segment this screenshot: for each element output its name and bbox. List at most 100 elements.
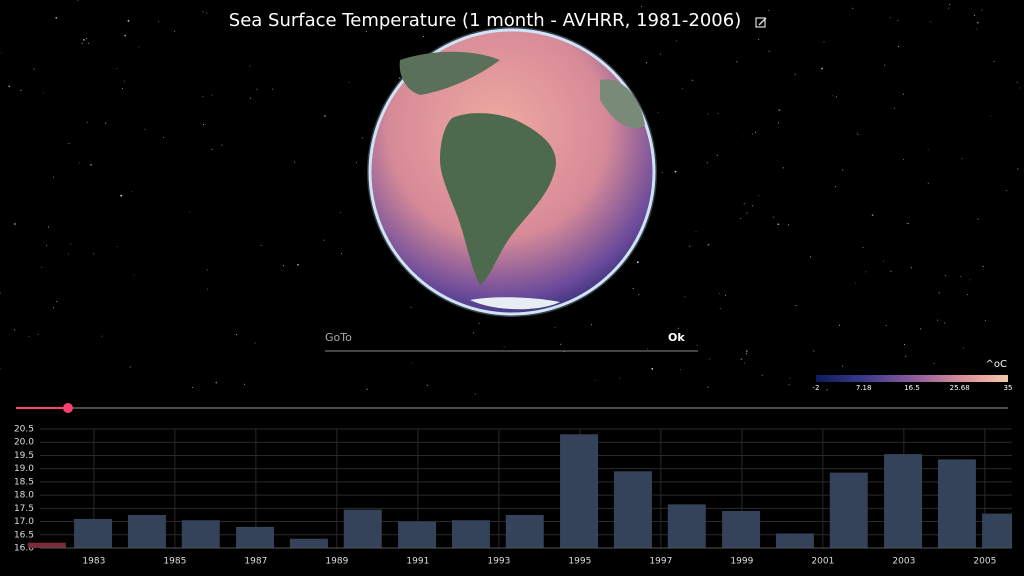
star: [930, 21, 932, 23]
bar: [181, 520, 220, 548]
colorbar-unit: ^oC: [986, 359, 1007, 370]
goto-placeholder: GoTo: [325, 331, 352, 344]
star: [865, 271, 867, 273]
star: [681, 88, 683, 90]
star: [88, 42, 90, 44]
star: [554, 327, 556, 329]
star: [638, 294, 640, 296]
star: [684, 296, 686, 298]
star: [37, 333, 39, 335]
x-tick-label: 1985: [163, 557, 186, 567]
bar: [775, 533, 814, 548]
star: [961, 158, 963, 160]
x-tick-label: 2001: [811, 557, 834, 567]
star: [985, 319, 987, 321]
star: [714, 21, 716, 23]
star: [28, 335, 30, 337]
star: [838, 324, 840, 326]
star: [883, 260, 885, 262]
star: [676, 40, 678, 42]
star: [960, 276, 962, 278]
star: [41, 266, 43, 268]
star: [206, 269, 208, 271]
star: [366, 388, 368, 390]
star: [47, 226, 49, 228]
x-tick-label: 2003: [892, 557, 915, 567]
star: [835, 186, 837, 188]
star: [736, 61, 738, 63]
star: [0, 52, 2, 54]
goto-input[interactable]: GoTo: [325, 331, 698, 352]
star: [677, 327, 679, 329]
star: [862, 247, 864, 249]
x-tick-label: 1987: [244, 557, 267, 567]
star: [20, 89, 22, 91]
star: [944, 322, 946, 324]
time-slider[interactable]: [16, 403, 1008, 413]
star: [716, 154, 718, 156]
star: [976, 21, 979, 24]
x-tick-label: 1995: [568, 557, 591, 567]
star: [897, 45, 899, 47]
star: [13, 223, 16, 225]
star: [0, 292, 1, 294]
star: [93, 253, 95, 255]
star: [90, 163, 92, 166]
star: [211, 148, 213, 150]
star: [902, 158, 904, 160]
star: [937, 319, 939, 321]
star: [660, 53, 662, 55]
bar: [982, 513, 1012, 548]
star: [907, 223, 909, 225]
star: [162, 137, 164, 139]
star: [340, 253, 342, 255]
star: [969, 279, 971, 281]
star: [890, 270, 892, 272]
star: [740, 358, 743, 361]
star: [823, 41, 825, 43]
ok-button[interactable]: Ok: [668, 331, 685, 344]
star: [207, 288, 209, 290]
star: [293, 161, 295, 163]
star: [761, 374, 763, 376]
star: [740, 218, 742, 220]
star: [340, 212, 342, 214]
star: [206, 12, 208, 14]
star: [192, 386, 194, 388]
colorbar-tick-label: 7.18: [856, 384, 872, 392]
star: [411, 362, 413, 364]
star: [962, 347, 964, 349]
colorbar-tick-label: 16.5: [904, 384, 920, 392]
star: [894, 107, 896, 109]
star: [123, 80, 125, 82]
star: [297, 263, 299, 266]
y-tick-label: 20.5: [14, 425, 34, 435]
y-tick-label: 19.0: [14, 464, 34, 474]
star: [131, 190, 133, 192]
star: [674, 170, 677, 173]
star: [348, 82, 350, 84]
star: [973, 14, 975, 16]
star: [706, 162, 708, 164]
star: [777, 223, 780, 226]
bar: [236, 526, 275, 548]
star: [647, 348, 649, 350]
star: [772, 216, 774, 218]
star: [422, 36, 424, 38]
star: [116, 68, 118, 70]
globe[interactable]: [367, 27, 657, 317]
star: [906, 223, 908, 225]
edit-icon[interactable]: [755, 17, 767, 28]
star: [854, 282, 856, 284]
bar: [27, 542, 66, 548]
colorbar: ^oC -2 7.18 16.5 25.68 35: [813, 359, 1013, 392]
star: [884, 64, 886, 66]
star: [67, 253, 69, 255]
star: [910, 267, 912, 269]
x-tick-label: 1999: [730, 557, 753, 567]
star: [81, 42, 84, 45]
star: [826, 389, 828, 391]
star: [8, 85, 11, 88]
y-tick-label: 17.5: [14, 504, 34, 514]
